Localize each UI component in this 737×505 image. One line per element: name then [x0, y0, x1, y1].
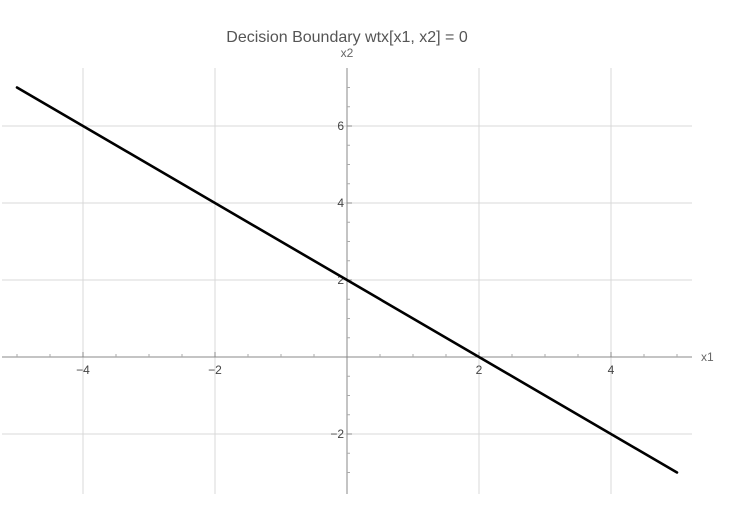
x-tick-label: 2: [476, 363, 483, 377]
x-axis-label: x1: [701, 350, 714, 364]
y-tick-label: 6: [337, 119, 344, 133]
ticks: [16, 87, 678, 473]
chart-title: Decision Boundary wtx[x1, x2] = 0: [226, 29, 468, 46]
decision-boundary-line: [15, 86, 679, 474]
x-tick-label: −4: [76, 363, 90, 377]
tick-labels: −4 −2 2 4 −2 2 4 6: [76, 119, 615, 441]
y-axis-label: x2: [341, 46, 354, 60]
y-tick-label: −2: [330, 427, 344, 441]
x-tick-label: 4: [608, 363, 615, 377]
series: [15, 86, 679, 474]
x-tick-label: −2: [208, 363, 222, 377]
y-tick-label: 2: [337, 273, 344, 287]
y-tick-label: 4: [337, 196, 344, 210]
